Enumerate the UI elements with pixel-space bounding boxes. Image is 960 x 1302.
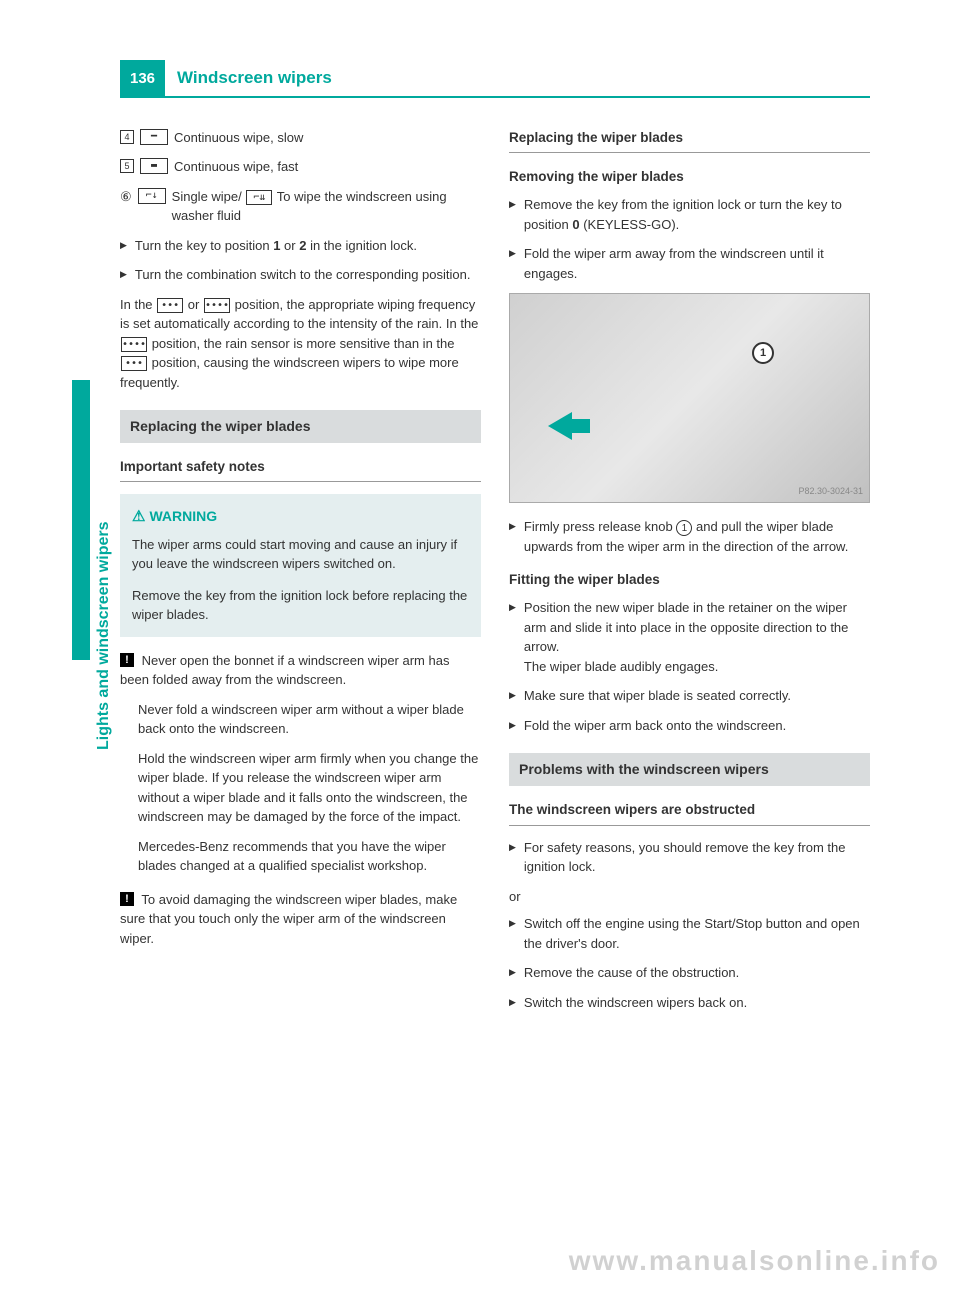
figure-wiper: 1 P82.30-3024-31 xyxy=(509,293,870,503)
step-item: ▶ Position the new wiper blade in the re… xyxy=(509,598,870,676)
item-symbol: ⌐⇊ xyxy=(246,190,272,205)
page: 136 Windscreen wipers Lights and windscr… xyxy=(0,0,960,1082)
or-text: or xyxy=(509,887,870,907)
triangle-icon: ▶ xyxy=(509,841,516,877)
list-item: ⑥ ⌐↓ Single wipe/ ⌐⇊ To wipe the windscr… xyxy=(120,187,481,226)
triangle-icon: ▶ xyxy=(509,520,516,556)
step-text: Fold the wiper arm away from the windscr… xyxy=(524,244,870,283)
notice-text: Mercedes-Benz recommends that you have t… xyxy=(120,837,481,876)
columns: 4 ━ Continuous wipe, slow 5 ▬ Continuous… xyxy=(120,128,870,1023)
triangle-icon: ▶ xyxy=(509,689,516,706)
paragraph: In the ••• or •••• position, the appropr… xyxy=(120,295,481,393)
step-text: Remove the key from the ignition lock or… xyxy=(524,195,870,234)
section-heading: Problems with the windscreen wipers xyxy=(509,753,870,786)
step-text: Make sure that wiper blade is seated cor… xyxy=(524,686,870,706)
warning-icon: ⚠ xyxy=(132,508,145,525)
symbol-low: ••• xyxy=(121,356,147,371)
sub-heading: Replacing the wiper blades xyxy=(509,128,870,153)
step-text: Turn the key to position 1 or 2 in the i… xyxy=(135,236,481,256)
notice-icon: ! xyxy=(120,892,134,906)
step-item: ▶ Make sure that wiper blade is seated c… xyxy=(509,686,870,706)
list-item: 5 ▬ Continuous wipe, fast xyxy=(120,157,481,177)
step-item: ▶ Switch off the engine using the Start/… xyxy=(509,914,870,953)
section-title: Windscreen wipers xyxy=(165,60,870,98)
step-item: ▶ Turn the combination switch to the cor… xyxy=(120,265,481,285)
warning-heading: ⚠WARNING xyxy=(132,506,469,529)
step-item: ▶ Switch the windscreen wipers back on. xyxy=(509,993,870,1013)
sub-heading: Fitting the wiper blades xyxy=(509,570,870,590)
notice-block: ! Never open the bonnet if a windscreen … xyxy=(120,651,481,876)
figure-arrow-icon xyxy=(548,412,572,440)
symbol-low: ••• xyxy=(157,298,183,313)
triangle-icon: ▶ xyxy=(509,247,516,283)
notice-block: ! To avoid damaging the windscreen wiper… xyxy=(120,890,481,949)
side-label: Lights and windscreen wipers xyxy=(92,522,116,751)
sub-heading: Removing the wiper blades xyxy=(509,167,870,187)
triangle-icon: ▶ xyxy=(509,719,516,736)
step-item: ▶ Fold the wiper arm away from the winds… xyxy=(509,244,870,283)
figure-callout: 1 xyxy=(752,342,774,364)
triangle-icon: ▶ xyxy=(509,917,516,953)
item-number: 5 xyxy=(120,159,134,173)
warning-box: ⚠WARNING The wiper arms could start movi… xyxy=(120,494,481,637)
symbol-high: •••• xyxy=(121,337,147,352)
step-item: ▶ Remove the cause of the obstruction. xyxy=(509,963,870,983)
item-symbol: ━ xyxy=(140,129,168,145)
notice-icon: ! xyxy=(120,653,134,667)
item-text: Continuous wipe, fast xyxy=(174,157,298,177)
item-number: 4 xyxy=(120,130,134,144)
list-item: 4 ━ Continuous wipe, slow xyxy=(120,128,481,148)
step-item: ▶ Fold the wiper arm back onto the winds… xyxy=(509,716,870,736)
section-heading: Replacing the wiper blades xyxy=(120,410,481,443)
triangle-icon: ▶ xyxy=(120,239,127,256)
page-number: 136 xyxy=(120,60,165,98)
step-text: Switch the windscreen wipers back on. xyxy=(524,993,870,1013)
item-symbol: ▬ xyxy=(140,158,168,174)
right-column: Replacing the wiper blades Removing the … xyxy=(509,128,870,1023)
callout-ref: 1 xyxy=(676,520,692,536)
item-symbol: ⌐↓ xyxy=(138,188,166,204)
notice-text: Never fold a windscreen wiper arm withou… xyxy=(120,700,481,739)
triangle-icon: ▶ xyxy=(509,966,516,983)
figure-ref: P82.30-3024-31 xyxy=(798,485,863,499)
symbol-high: •••• xyxy=(204,298,230,313)
step-text: Remove the cause of the obstruction. xyxy=(524,963,870,983)
sub-heading: The windscreen wipers are obstructed xyxy=(509,800,870,825)
side-tab xyxy=(72,380,90,660)
step-item: ▶ For safety reasons, you should remove … xyxy=(509,838,870,877)
notice-text: ! To avoid damaging the windscreen wiper… xyxy=(120,890,481,949)
warning-text: Remove the key from the ignition lock be… xyxy=(132,586,469,625)
item-number: ⑥ xyxy=(120,187,132,207)
left-column: 4 ━ Continuous wipe, slow 5 ▬ Continuous… xyxy=(120,128,481,1023)
triangle-icon: ▶ xyxy=(509,601,516,676)
step-text: Firmly press release knob 1 and pull the… xyxy=(524,517,870,556)
watermark: www.manualsonline.info xyxy=(569,1240,940,1282)
step-text: Position the new wiper blade in the reta… xyxy=(524,598,870,676)
step-text: Fold the wiper arm back onto the windscr… xyxy=(524,716,870,736)
triangle-icon: ▶ xyxy=(509,198,516,234)
sub-heading: Important safety notes xyxy=(120,457,481,482)
notice-text: ! Never open the bonnet if a windscreen … xyxy=(120,651,481,690)
triangle-icon: ▶ xyxy=(509,996,516,1013)
warning-text: The wiper arms could start moving and ca… xyxy=(132,535,469,574)
step-item: ▶ Firmly press release knob 1 and pull t… xyxy=(509,517,870,556)
step-item: ▶ Remove the key from the ignition lock … xyxy=(509,195,870,234)
step-text: For safety reasons, you should remove th… xyxy=(524,838,870,877)
item-text: Continuous wipe, slow xyxy=(174,128,303,148)
notice-text: Hold the windscreen wiper arm firmly whe… xyxy=(120,749,481,827)
header: 136 Windscreen wipers xyxy=(120,60,870,98)
step-text: Switch off the engine using the Start/St… xyxy=(524,914,870,953)
item-text: Single wipe/ ⌐⇊ To wipe the windscreen u… xyxy=(172,187,481,226)
step-item: ▶ Turn the key to position 1 or 2 in the… xyxy=(120,236,481,256)
step-text: Turn the combination switch to the corre… xyxy=(135,265,481,285)
triangle-icon: ▶ xyxy=(120,268,127,285)
